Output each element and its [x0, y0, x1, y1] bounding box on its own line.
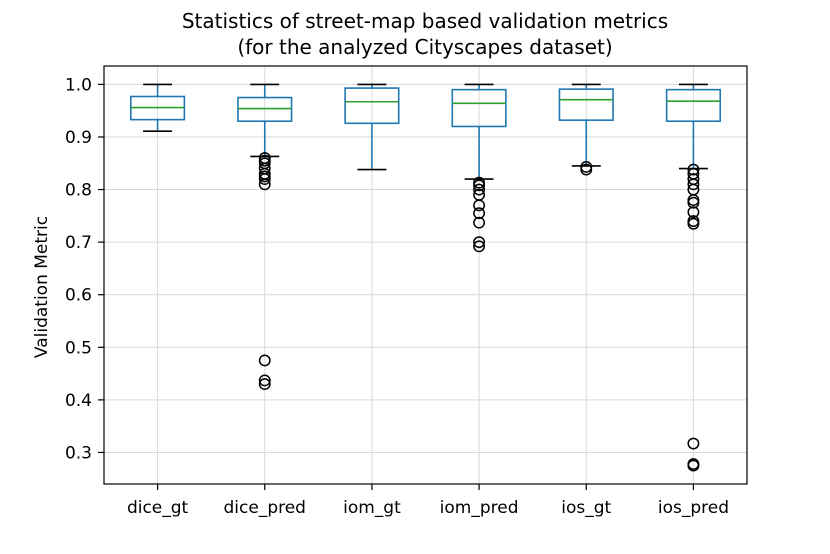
- y-tick-label: 0.3: [65, 443, 92, 463]
- iqr-box: [558, 88, 614, 121]
- box-group-iom-gt: [344, 83, 400, 171]
- outlier-point: [258, 173, 271, 185]
- grid-layer: [104, 66, 747, 484]
- x-tick-label: dice_gt: [127, 498, 189, 518]
- outlier-point: [687, 163, 700, 176]
- outlier-point: [473, 199, 486, 212]
- iqr-box: [665, 88, 722, 123]
- outlier-point: [580, 163, 593, 176]
- plot-frame: [103, 65, 748, 485]
- outlier-point: [687, 196, 700, 209]
- outlier-point: [473, 216, 486, 229]
- y-tick-label: 1.0: [65, 75, 92, 95]
- y-tick-label: 0.9: [65, 128, 92, 148]
- box-group-ios-pred: [665, 83, 722, 472]
- outlier-point: [473, 240, 486, 253]
- outlier-point: [258, 378, 271, 391]
- x-tick-label: ios_pred: [658, 498, 729, 518]
- box-group-iom-pred: [451, 83, 507, 253]
- y-tick-label: 0.8: [65, 181, 92, 201]
- y-tick-label: 0.7: [65, 233, 92, 253]
- x-tick-label: iom_gt: [343, 498, 401, 518]
- x-tick-label: ios_gt: [561, 498, 611, 518]
- y-tick-label: 0.4: [65, 391, 92, 411]
- outlier-point: [687, 459, 700, 472]
- outlier-point: [473, 207, 486, 220]
- box-group-dice-pred: [237, 83, 293, 391]
- iqr-box: [344, 87, 400, 125]
- outlier-point: [687, 178, 700, 191]
- box-layer: [129, 83, 722, 472]
- x-tick-label: iom_pred: [440, 498, 519, 518]
- iqr-box: [451, 88, 507, 128]
- y-axis-label: Validation Metric: [32, 216, 52, 358]
- outlier-point: [687, 206, 700, 219]
- box-group-ios-gt: [558, 83, 614, 176]
- outlier-point: [258, 354, 271, 367]
- y-tick-label: 0.6: [65, 286, 92, 306]
- x-tick-label: dice_pred: [224, 498, 306, 518]
- outlier-point: [473, 236, 486, 249]
- outlier-point: [473, 183, 486, 196]
- box-group-dice-gt: [129, 83, 186, 132]
- outlier-point: [473, 179, 486, 192]
- tick-layer: 0.3 0.4 0.5 0.6 0.7 0.8 0.9 1.0 dice_gt dice_pred…: [65, 75, 729, 518]
- y-tick-label: 0.5: [65, 338, 92, 358]
- chart-title-line-1: Statistics of street-map based validatio…: [182, 9, 668, 33]
- outlier-point: [687, 437, 700, 450]
- outlier-point: [258, 178, 271, 191]
- outlier-point: [687, 217, 700, 230]
- outlier-point: [258, 374, 271, 387]
- chart-title-line-2: (for the analyzed Cityscapes dataset): [237, 35, 612, 59]
